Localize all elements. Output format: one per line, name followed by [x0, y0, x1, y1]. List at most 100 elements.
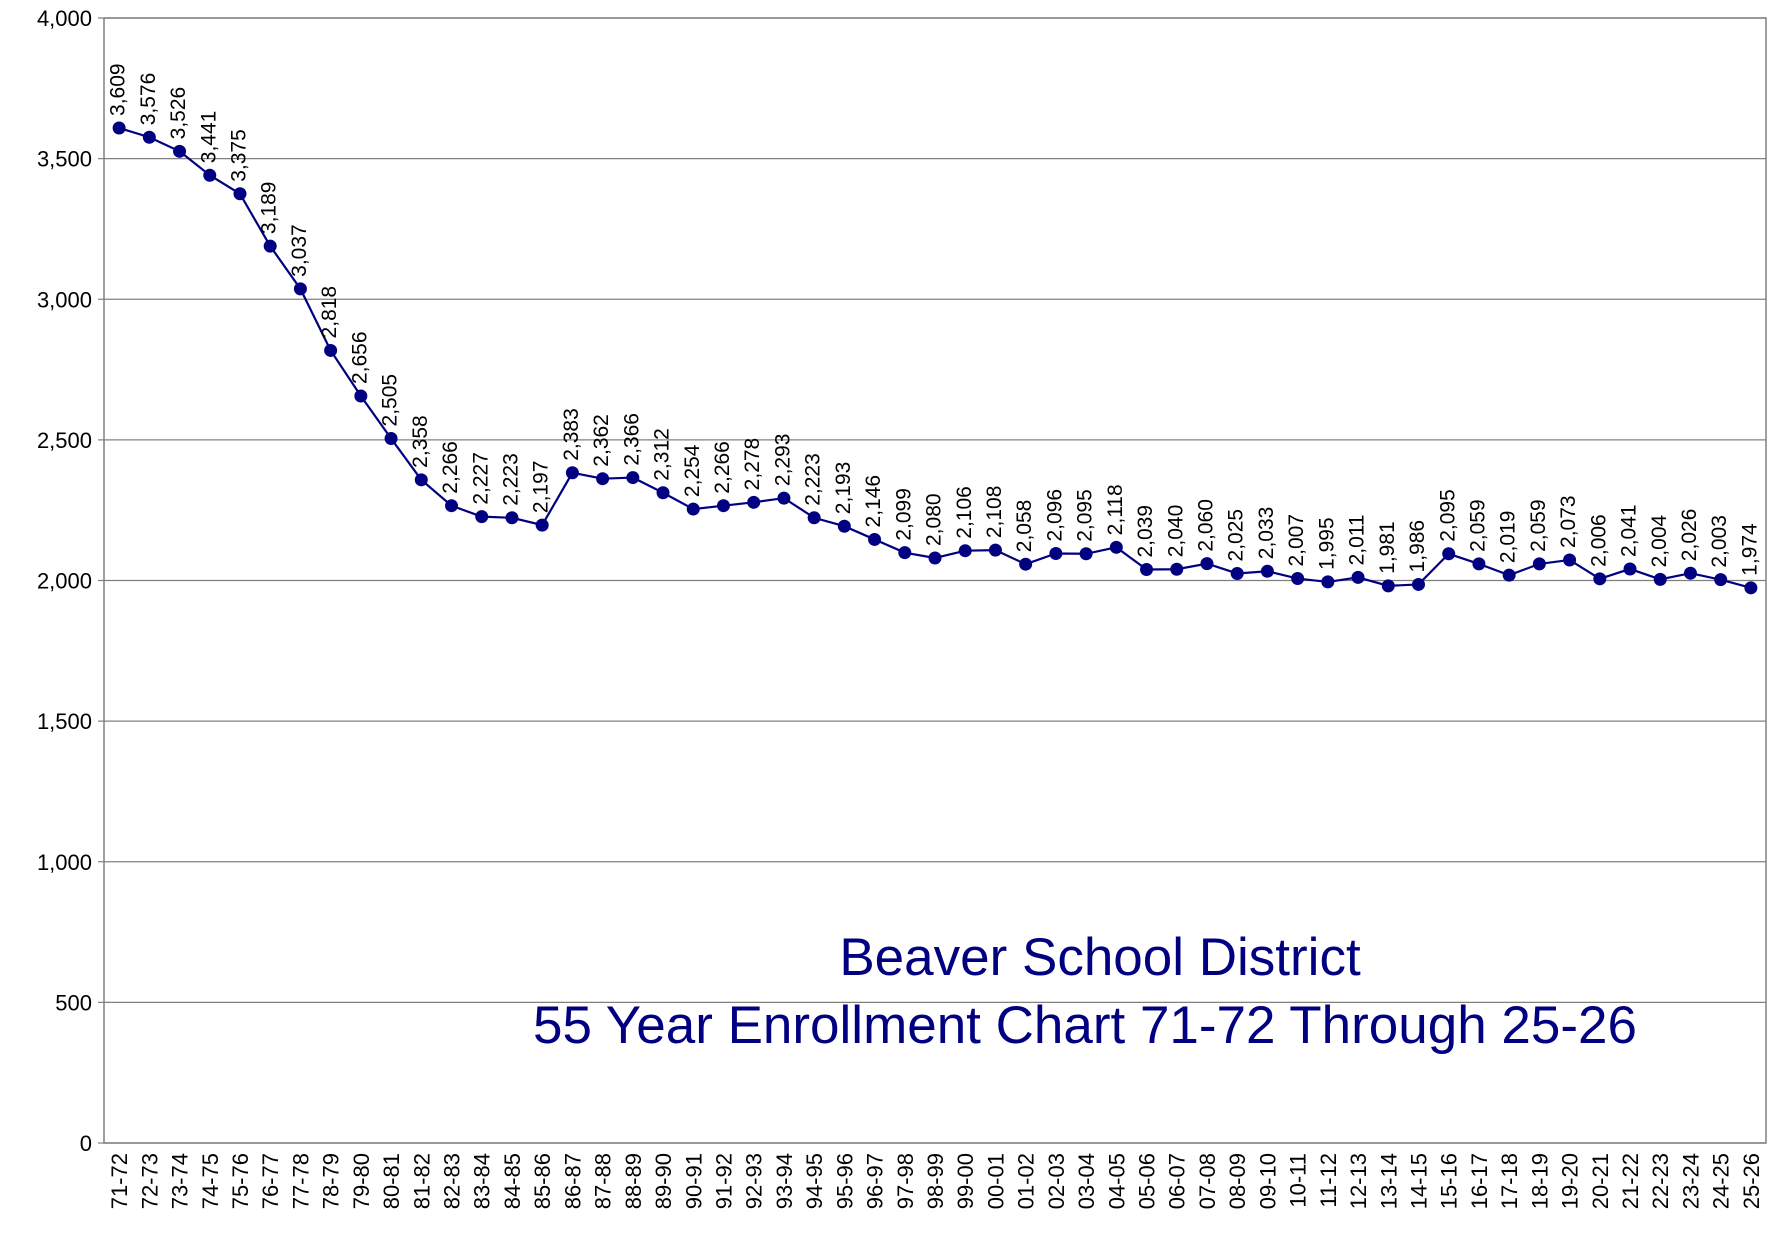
marker — [354, 389, 368, 403]
data-label: 2,362 — [590, 414, 613, 467]
marker — [716, 499, 730, 513]
marker — [1321, 575, 1335, 589]
x-tick-label: 22-23 — [1648, 1153, 1673, 1209]
marker — [777, 491, 791, 505]
data-label: 2,041 — [1618, 504, 1641, 557]
x-tick-label: 71-72 — [107, 1153, 132, 1209]
x-tick-label: 18-19 — [1527, 1153, 1552, 1209]
data-label: 3,526 — [167, 87, 190, 140]
x-tick-label: 12-13 — [1346, 1153, 1371, 1209]
x-tick-label: 94-95 — [802, 1153, 827, 1209]
x-tick-label: 04-05 — [1104, 1153, 1129, 1209]
marker — [1291, 572, 1305, 586]
x-tick-label: 92-93 — [742, 1153, 767, 1209]
data-label: 1,995 — [1315, 517, 1338, 570]
marker — [1381, 579, 1395, 593]
marker — [505, 511, 519, 525]
marker — [233, 187, 247, 201]
x-tick-label: 86-87 — [560, 1153, 585, 1209]
marker — [1744, 581, 1758, 595]
x-tick-label: 05-06 — [1135, 1153, 1160, 1209]
data-label: 2,095 — [1074, 489, 1097, 542]
x-tick-label: 89-90 — [651, 1153, 676, 1209]
marker — [565, 466, 579, 480]
marker — [1653, 572, 1667, 586]
data-label: 3,609 — [107, 63, 130, 116]
marker — [1593, 572, 1607, 586]
data-label: 2,106 — [953, 486, 976, 539]
chart-title: 55 Year Enrollment Chart 71-72 Through 2… — [533, 996, 1637, 1055]
x-tick-label: 74-75 — [198, 1153, 223, 1209]
data-label: 2,818 — [318, 286, 341, 339]
marker — [1019, 557, 1033, 571]
x-tick-label: 13-14 — [1376, 1153, 1401, 1209]
x-tick-label: 02-03 — [1044, 1153, 1069, 1209]
marker — [173, 144, 187, 158]
x-tick-label: 14-15 — [1406, 1153, 1431, 1209]
marker — [1260, 564, 1274, 578]
data-label: 1,981 — [1376, 521, 1399, 574]
data-label: 2,060 — [1195, 499, 1218, 552]
y-tick-label: 500 — [55, 990, 92, 1015]
marker — [445, 499, 459, 513]
data-label: 2,003 — [1708, 515, 1731, 568]
data-label: 2,366 — [620, 413, 643, 466]
marker — [1683, 566, 1697, 580]
marker — [475, 510, 489, 524]
data-label: 2,656 — [348, 331, 371, 384]
marker — [384, 431, 398, 445]
x-tick-label: 09-10 — [1255, 1153, 1280, 1209]
data-label: 2,026 — [1678, 509, 1701, 562]
marker — [807, 511, 821, 525]
y-tick-label: 0 — [80, 1131, 92, 1156]
marker — [898, 546, 912, 560]
marker — [626, 471, 640, 485]
marker — [1170, 562, 1184, 576]
data-label: 2,095 — [1436, 489, 1459, 542]
data-label: 2,006 — [1587, 514, 1610, 567]
marker — [1109, 540, 1123, 554]
marker — [1079, 547, 1093, 561]
data-label: 2,227 — [469, 452, 492, 505]
data-label: 2,383 — [560, 408, 583, 461]
x-tick-label: 93-94 — [772, 1153, 797, 1209]
x-tick-label: 11-12 — [1316, 1153, 1341, 1208]
x-tick-label: 85-86 — [530, 1153, 555, 1209]
x-tick-label: 98-99 — [923, 1153, 948, 1209]
data-label: 2,004 — [1648, 515, 1671, 568]
data-label: 3,375 — [228, 129, 251, 182]
data-label: 2,040 — [1164, 505, 1187, 558]
data-label: 3,441 — [197, 111, 220, 164]
marker — [1230, 566, 1244, 580]
marker — [1411, 577, 1425, 591]
x-tick-label: 84-85 — [500, 1153, 525, 1209]
data-label: 2,099 — [892, 488, 915, 541]
x-tick-label: 08-09 — [1225, 1153, 1250, 1209]
x-tick-label: 24-25 — [1709, 1153, 1734, 1209]
marker — [928, 551, 942, 565]
x-tick-label: 75-76 — [228, 1153, 253, 1209]
data-label: 2,025 — [1225, 509, 1248, 562]
marker — [1200, 557, 1214, 571]
marker — [1049, 547, 1063, 560]
x-tick-label: 01-02 — [1014, 1153, 1039, 1209]
marker — [203, 168, 217, 182]
data-label: 2,011 — [1346, 514, 1369, 565]
x-tick-label: 77-78 — [288, 1153, 313, 1209]
marker — [958, 544, 972, 558]
y-tick-label: 1,000 — [37, 850, 92, 875]
marker — [535, 518, 549, 532]
data-label: 2,505 — [379, 374, 402, 427]
data-label: 2,223 — [802, 453, 825, 506]
marker — [837, 519, 851, 533]
marker — [1472, 557, 1486, 571]
x-tick-label: 79-80 — [349, 1153, 374, 1209]
x-tick-label: 97-98 — [893, 1153, 918, 1209]
data-label: 2,096 — [1043, 489, 1066, 542]
marker — [1442, 547, 1456, 561]
y-tick-label: 3,000 — [37, 287, 92, 312]
marker — [1351, 570, 1365, 584]
marker — [1714, 573, 1728, 587]
y-tick-label: 2,000 — [37, 569, 92, 594]
